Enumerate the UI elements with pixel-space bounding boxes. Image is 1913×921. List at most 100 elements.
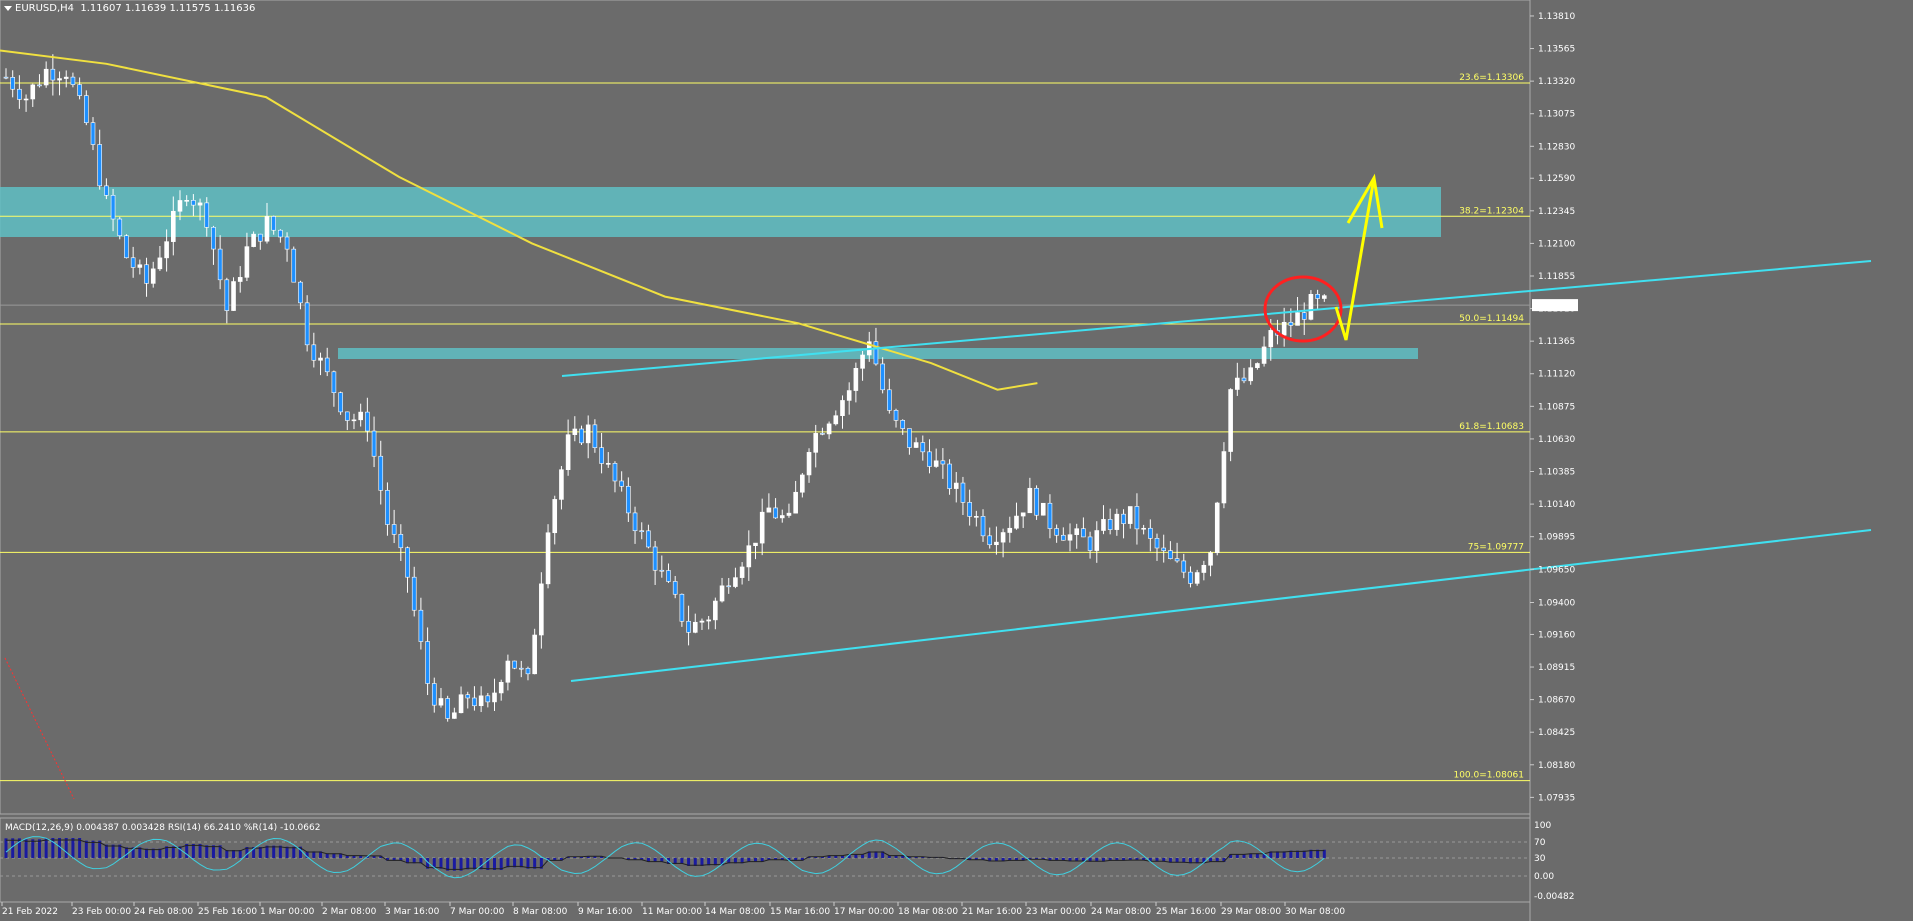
price-tick-label: 1.13075 — [1538, 110, 1575, 120]
candle-body — [1208, 552, 1213, 566]
candle-body — [1061, 534, 1066, 541]
candle-body — [398, 534, 404, 549]
candle-body — [759, 511, 765, 544]
symbol-label: EURUSD,H4 — [15, 3, 75, 14]
candle-body — [77, 84, 82, 96]
candle-body — [284, 236, 290, 250]
candle-body — [23, 98, 29, 101]
candle-body — [1188, 571, 1193, 584]
candle-body — [605, 463, 611, 465]
ohlc-values: 1.11607 1.11639 1.11575 1.11636 — [80, 3, 256, 14]
candle-body — [177, 200, 183, 212]
candle-body — [626, 485, 631, 514]
candle-body — [559, 469, 564, 500]
moving-average-line — [0, 49, 1038, 391]
projection-arrow — [1334, 177, 1376, 341]
candle-body — [452, 712, 457, 719]
price-tick-label: 1.12590 — [1538, 174, 1575, 184]
candle-body — [1288, 321, 1294, 326]
candle-body — [385, 490, 390, 525]
candle-body — [478, 695, 484, 707]
time-tick-label: 2 Mar 08:00 — [322, 907, 377, 917]
candle-body — [1141, 527, 1146, 530]
candle-body — [927, 451, 932, 467]
price-tick-label: 1.13320 — [1538, 77, 1575, 87]
candle-body — [117, 218, 123, 237]
candle-body — [880, 363, 885, 391]
candle-body — [97, 144, 102, 187]
candle-body — [1101, 519, 1106, 531]
candle-body — [1281, 321, 1287, 336]
candle-body — [170, 210, 176, 242]
candle-body — [1007, 527, 1013, 533]
candle-body — [204, 202, 210, 228]
candle-body — [472, 697, 477, 707]
candle-body — [666, 570, 671, 582]
candle-body — [565, 434, 571, 470]
time-tick-label: 29 Mar 08:00 — [1221, 907, 1281, 917]
candle-body — [1127, 506, 1133, 524]
arrow-head — [1346, 173, 1384, 229]
candle-body — [987, 535, 993, 546]
candle-body — [713, 600, 718, 621]
indicator-scale-label: 70 — [1534, 838, 1546, 848]
candle-body — [686, 620, 691, 633]
candle-body — [860, 354, 865, 369]
candle-body — [124, 235, 129, 259]
fib-level-label: 38.2=1.12304 — [1459, 206, 1524, 216]
current-price-badge — [1532, 299, 1578, 312]
price-tick-label: 1.09160 — [1538, 630, 1575, 640]
time-tick-label: 1 Mar 00:00 — [260, 907, 315, 917]
candle-body — [298, 281, 303, 304]
price-tick-label: 1.11855 — [1538, 272, 1575, 282]
candle-body — [1094, 530, 1100, 551]
candle-body — [244, 246, 250, 278]
candle-body — [552, 499, 558, 534]
chart-header: EURUSD,H4 1.11607 1.11639 1.11575 1.1163… — [4, 3, 255, 14]
dropdown-triangle-icon[interactable] — [4, 5, 12, 11]
candle-body — [1268, 330, 1274, 348]
candle-body — [311, 344, 317, 361]
candle-body — [1047, 502, 1053, 529]
candle-body — [773, 507, 778, 519]
candle-body — [786, 512, 792, 516]
resistance-zone — [0, 187, 1441, 237]
candle-body — [1154, 538, 1160, 549]
candle-body — [1261, 346, 1267, 364]
candle-body — [933, 460, 939, 467]
candle-body — [445, 698, 450, 719]
candle-body — [37, 84, 42, 87]
candle-body — [485, 695, 491, 703]
candle-body — [1235, 377, 1240, 390]
candle-body — [1114, 513, 1120, 530]
candle-body — [492, 692, 497, 703]
candle-body — [1315, 293, 1320, 299]
candle-body — [505, 660, 511, 683]
candle-body — [585, 424, 591, 444]
candle-body — [1040, 502, 1046, 516]
candle-body — [853, 368, 859, 391]
candle-body — [157, 257, 163, 270]
candle-body — [800, 474, 805, 493]
candle-body — [820, 433, 825, 435]
candle-body — [405, 547, 410, 578]
candle-body — [1014, 515, 1019, 529]
candle-body — [324, 357, 330, 373]
highlight-circle — [1263, 275, 1343, 343]
candle-body — [733, 577, 738, 587]
candle-body — [1034, 487, 1039, 516]
candle-body — [525, 668, 531, 675]
candle-body — [104, 185, 109, 196]
candle-body — [920, 442, 926, 453]
candle-body — [779, 515, 785, 519]
candle-body — [411, 576, 417, 611]
candle-body — [358, 411, 363, 421]
candle-body — [1054, 528, 1059, 536]
candle-body — [30, 84, 36, 100]
time-tick-label: 21 Mar 16:00 — [962, 907, 1022, 917]
candle-body — [980, 516, 986, 537]
candle-body — [907, 428, 912, 448]
time-tick-label: 3 Mar 16:00 — [385, 907, 440, 917]
price-tick-label: 1.08180 — [1538, 761, 1575, 771]
